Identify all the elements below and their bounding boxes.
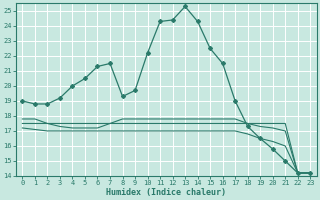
X-axis label: Humidex (Indice chaleur): Humidex (Indice chaleur) (106, 188, 226, 197)
